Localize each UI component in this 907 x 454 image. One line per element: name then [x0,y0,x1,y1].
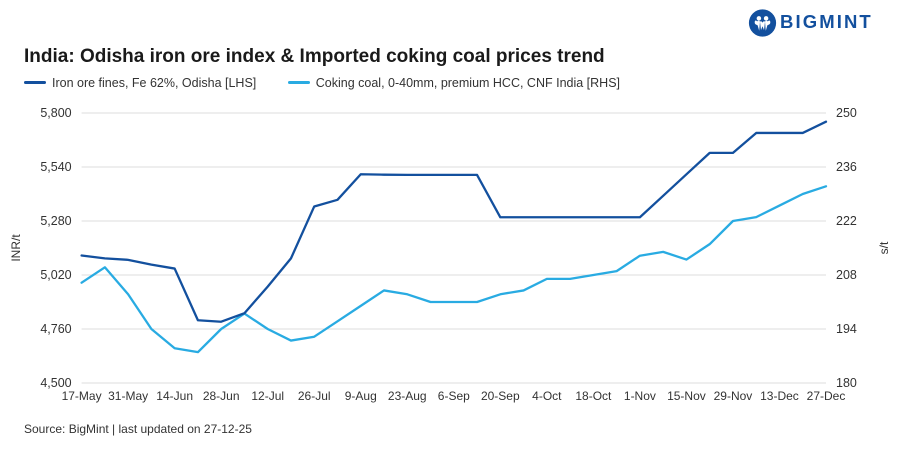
svg-text:27-Dec: 27-Dec [807,389,846,403]
svg-text:20-Sep: 20-Sep [481,389,520,403]
svg-text:250: 250 [836,106,857,120]
svg-text:222: 222 [836,214,857,228]
svg-text:4-Oct: 4-Oct [532,389,562,403]
svg-text:12-Jul: 12-Jul [251,389,284,403]
svg-text:208: 208 [836,268,857,282]
svg-text:17-May: 17-May [62,389,102,403]
svg-text:6-Sep: 6-Sep [438,389,470,403]
svg-text:5,540: 5,540 [40,160,71,174]
svg-text:s/t: s/t [877,241,891,254]
svg-text:180: 180 [836,376,857,390]
svg-text:23-Aug: 23-Aug [388,389,427,403]
svg-text:28-Jun: 28-Jun [203,389,240,403]
svg-text:29-Nov: 29-Nov [714,389,753,403]
svg-text:13-Dec: 13-Dec [760,389,799,403]
svg-text:INR/t: INR/t [9,234,23,262]
svg-text:5,800: 5,800 [40,106,71,120]
svg-text:236: 236 [836,160,857,174]
svg-text:14-Jun: 14-Jun [156,389,193,403]
svg-text:15-Nov: 15-Nov [667,389,706,403]
svg-text:9-Aug: 9-Aug [345,389,377,403]
svg-text:26-Jul: 26-Jul [298,389,331,403]
svg-text:4,500: 4,500 [40,376,71,390]
svg-text:194: 194 [836,322,857,336]
svg-text:18-Oct: 18-Oct [575,389,612,403]
svg-text:1-Nov: 1-Nov [624,389,656,403]
svg-text:31-May: 31-May [108,389,148,403]
svg-text:5,020: 5,020 [40,268,71,282]
svg-text:5,280: 5,280 [40,214,71,228]
svg-text:4,760: 4,760 [40,322,71,336]
